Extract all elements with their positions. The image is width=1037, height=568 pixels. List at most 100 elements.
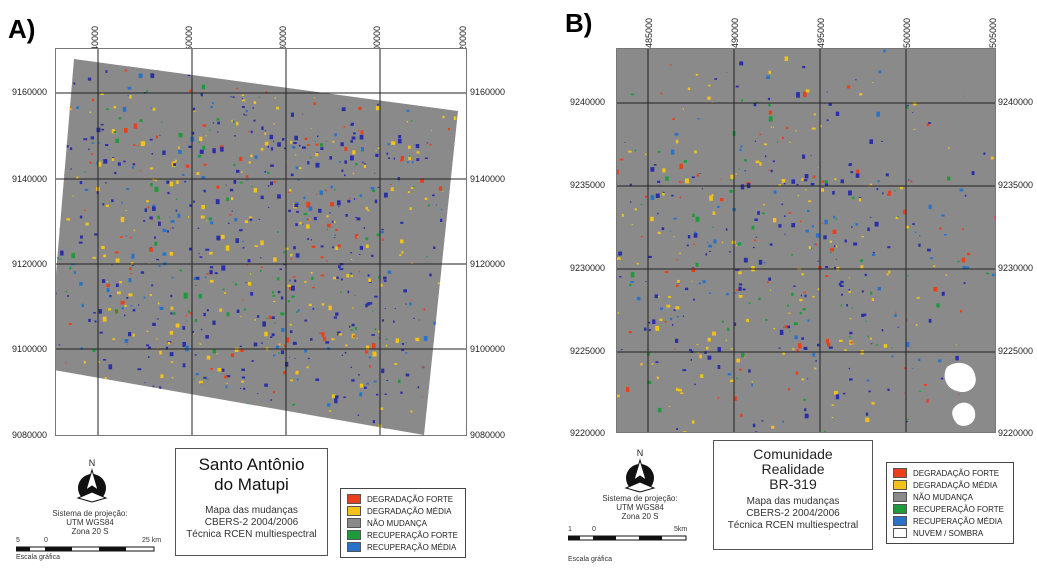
projection-line: Zona 20 S	[71, 527, 109, 536]
legend-label: NÃO MUDANÇA	[913, 492, 974, 502]
y-tick: 9225000	[998, 346, 1034, 356]
x-tick: 505000	[988, 17, 998, 48]
y-tick: 9120000	[12, 259, 48, 269]
legend-swatch	[893, 504, 907, 514]
scale-label: 5	[16, 537, 20, 544]
map-subtitle: Mapa das mudanças	[205, 505, 298, 516]
y-tick: 9230000	[998, 263, 1034, 273]
legend-item: NÃO MUDANÇA	[347, 517, 459, 529]
legend-swatch	[893, 468, 907, 478]
legend-swatch	[347, 518, 361, 528]
scale-label: 0	[592, 526, 596, 533]
map-title: do Matupi	[214, 475, 289, 494]
legend-swatch	[893, 492, 907, 502]
x-tick: 485000	[644, 17, 654, 48]
map-subtitle: Mapa das mudanças	[746, 496, 840, 507]
y-tick: 9220000	[998, 428, 1034, 438]
y-tick: 9225000	[570, 346, 606, 356]
projection-info-a: Sistema de projeção: UTM WGS84 Zona 20 S	[30, 509, 150, 536]
legend-item: DEGRADAÇÃO FORTE	[347, 493, 459, 505]
legend-item: RECUPERAÇÃO FORTE	[893, 503, 1007, 515]
map-subtitle: Técnica RCEN multiespectral	[186, 529, 317, 540]
legend-swatch	[893, 516, 907, 526]
legend-swatch	[893, 528, 907, 538]
projection-line: Zona 20 S	[621, 512, 659, 521]
legend-item: RECUPERAÇÃO FORTE	[347, 529, 459, 541]
north-letter: N	[636, 448, 644, 458]
map-title: Santo Antônio	[198, 455, 305, 474]
legend-item: DEGRADAÇÃO MÉDIA	[893, 479, 1007, 491]
map-title: BR-319	[769, 476, 817, 492]
legend-item: NUVEM / SOMBRA	[893, 527, 1007, 539]
change-map-b	[497, 2, 1037, 544]
legend-swatch	[347, 506, 361, 516]
map-frame-b	[497, 2, 1037, 544]
scale-bar-a: 5 0 25 km Escala gráfica	[16, 537, 166, 563]
legend-label: DEGRADAÇÃO FORTE	[367, 494, 454, 504]
legend-item: NÃO MUDANÇA	[893, 491, 1007, 503]
y-tick: 9235000	[570, 180, 606, 190]
map-subtitle: CBERS-2 2004/2006	[746, 508, 840, 519]
y-tick: 9160000	[12, 87, 48, 97]
scale-label: 5km	[674, 526, 688, 533]
y-tick: 9080000	[12, 430, 48, 440]
y-tick: 9240000	[998, 97, 1034, 107]
scale-label: 1	[568, 526, 572, 533]
map-title: Comunidade	[753, 446, 833, 462]
legend-label: RECUPERAÇÃO MÉDIA	[913, 516, 1003, 526]
y-tick: 9120000	[470, 259, 506, 269]
cloud-shadow	[944, 362, 976, 393]
scale-label: 0	[44, 537, 48, 544]
legend-label: DEGRADAÇÃO FORTE	[913, 468, 1000, 478]
legend-label: DEGRADAÇÃO MÉDIA	[913, 480, 998, 490]
map-title-box-a: Santo Antônio do Matupi Mapa das mudança…	[175, 448, 328, 556]
map-title: Realidade	[761, 461, 825, 477]
scale-label: 25 km	[142, 537, 162, 544]
x-tick: 500000	[902, 17, 912, 48]
legend-item: RECUPERAÇÃO MÉDIA	[893, 515, 1007, 527]
change-map-a	[48, 49, 466, 435]
legend-item: RECUPERAÇÃO MÉDIA	[347, 541, 459, 553]
legend-swatch	[347, 542, 361, 552]
panel-b-label: B)	[565, 8, 593, 38]
scale-graphic	[16, 546, 155, 552]
y-tick: 9080000	[470, 430, 506, 440]
legend-label: NUVEM / SOMBRA	[913, 528, 984, 538]
y-tick: 9220000	[570, 428, 606, 438]
north-arrow-b: N	[620, 448, 660, 498]
legend-label: DEGRADAÇÃO MÉDIA	[367, 506, 452, 516]
image-footprint	[48, 59, 458, 435]
projection-line: UTM WGS84	[66, 518, 114, 527]
map-subtitle: Técnica RCEN multiespectral	[727, 520, 859, 531]
projection-line: Sistema de projeção:	[602, 494, 678, 503]
cloud-shadow	[952, 402, 976, 426]
legend-item: DEGRADAÇÃO MÉDIA	[347, 505, 459, 517]
panel-a-label: A)	[8, 14, 36, 44]
scale-caption: Escala gráfica	[16, 554, 60, 561]
y-tick: 9230000	[570, 263, 606, 273]
y-tick: 9140000	[470, 174, 506, 184]
legend-label: RECUPERAÇÃO FORTE	[367, 530, 458, 540]
projection-line: UTM WGS84	[616, 503, 664, 512]
legend-label: NÃO MUDANÇA	[367, 518, 428, 528]
legend-swatch	[347, 494, 361, 504]
x-tick: 490000	[730, 17, 740, 48]
legend-swatch	[893, 480, 907, 490]
scale-graphic	[568, 535, 687, 541]
projection-info-b: Sistema de projeção: UTM WGS84 Zona 20 S	[580, 494, 700, 521]
y-tick: 9240000	[570, 97, 606, 107]
y-tick: 9140000	[12, 174, 48, 184]
map-title-box-b: Comunidade Realidade BR-319 Mapa das mud…	[713, 440, 873, 550]
compass-icon	[76, 468, 108, 503]
legend-label: RECUPERAÇÃO FORTE	[913, 504, 1004, 514]
y-tick: 9100000	[470, 344, 506, 354]
north-letter: N	[88, 458, 96, 468]
image-footprint	[617, 49, 995, 432]
y-tick: 9100000	[12, 344, 48, 354]
map-frame-a	[48, 48, 467, 436]
projection-line: Sistema de projeção:	[52, 509, 128, 518]
legend-item: DEGRADAÇÃO FORTE	[893, 467, 1007, 479]
north-arrow-a: N	[72, 458, 112, 508]
scale-bar-b: 1 0 5km Escala gráfica	[568, 526, 708, 563]
legend-a: DEGRADAÇÃO FORTE DEGRADAÇÃO MÉDIA NÃO MUDA…	[340, 488, 466, 558]
